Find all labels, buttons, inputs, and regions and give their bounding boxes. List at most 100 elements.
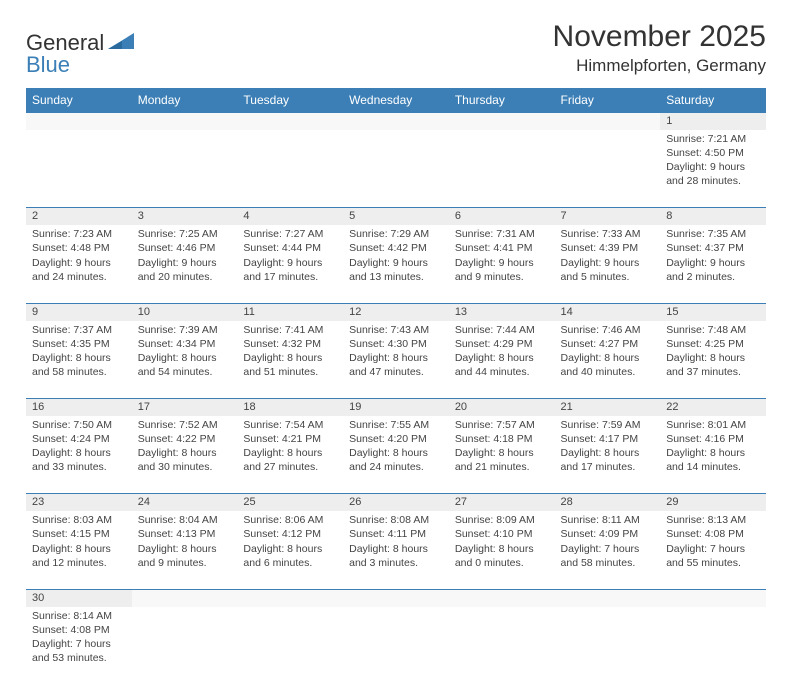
day-detail-cell: Sunrise: 8:09 AMSunset: 4:10 PMDaylight:… xyxy=(449,511,555,589)
sunrise-line: Sunrise: 7:33 AM xyxy=(561,227,655,241)
day-detail-cell xyxy=(343,130,449,208)
daylight-line: Daylight: 7 hours and 53 minutes. xyxy=(32,637,126,665)
day-number-cell: 8 xyxy=(660,208,766,225)
daylight-line: Daylight: 8 hours and 24 minutes. xyxy=(349,446,443,474)
day-number-row: 2345678 xyxy=(26,208,766,225)
sunset-line: Sunset: 4:22 PM xyxy=(138,432,232,446)
day-detail-cell xyxy=(449,607,555,685)
sunrise-line: Sunrise: 7:25 AM xyxy=(138,227,232,241)
daylight-line: Daylight: 8 hours and 47 minutes. xyxy=(349,351,443,379)
daylight-line: Daylight: 8 hours and 6 minutes. xyxy=(243,542,337,570)
day-detail-cell: Sunrise: 7:50 AMSunset: 4:24 PMDaylight:… xyxy=(26,416,132,494)
sunrise-line: Sunrise: 8:03 AM xyxy=(32,513,126,527)
header: General November 2025 Himmelpforten, Ger… xyxy=(26,20,766,76)
day-detail-cell: Sunrise: 7:54 AMSunset: 4:21 PMDaylight:… xyxy=(237,416,343,494)
sunset-line: Sunset: 4:12 PM xyxy=(243,527,337,541)
sunset-line: Sunset: 4:44 PM xyxy=(243,241,337,255)
daylight-line: Daylight: 8 hours and 33 minutes. xyxy=(32,446,126,474)
sunrise-line: Sunrise: 7:46 AM xyxy=(561,323,655,337)
daylight-line: Daylight: 8 hours and 21 minutes. xyxy=(455,446,549,474)
day-detail-cell xyxy=(132,130,238,208)
sunset-line: Sunset: 4:25 PM xyxy=(666,337,760,351)
day-detail-cell xyxy=(237,130,343,208)
sunset-line: Sunset: 4:08 PM xyxy=(32,623,126,637)
day-detail-cell: Sunrise: 7:25 AMSunset: 4:46 PMDaylight:… xyxy=(132,225,238,303)
day-detail-cell: Sunrise: 7:27 AMSunset: 4:44 PMDaylight:… xyxy=(237,225,343,303)
day-number-cell: 11 xyxy=(237,303,343,320)
sunrise-line: Sunrise: 8:06 AM xyxy=(243,513,337,527)
day-number-row: 16171819202122 xyxy=(26,399,766,416)
sunrise-line: Sunrise: 8:13 AM xyxy=(666,513,760,527)
weekday-header: Sunday xyxy=(26,88,132,113)
day-detail-cell: Sunrise: 7:57 AMSunset: 4:18 PMDaylight:… xyxy=(449,416,555,494)
day-detail-row: Sunrise: 7:23 AMSunset: 4:48 PMDaylight:… xyxy=(26,225,766,303)
day-detail-cell: Sunrise: 8:06 AMSunset: 4:12 PMDaylight:… xyxy=(237,511,343,589)
sunrise-line: Sunrise: 7:35 AM xyxy=(666,227,760,241)
daylight-line: Daylight: 7 hours and 58 minutes. xyxy=(561,542,655,570)
day-number-row: 30 xyxy=(26,589,766,606)
daylight-line: Daylight: 9 hours and 13 minutes. xyxy=(349,256,443,284)
daylight-line: Daylight: 8 hours and 0 minutes. xyxy=(455,542,549,570)
daylight-line: Daylight: 8 hours and 12 minutes. xyxy=(32,542,126,570)
day-detail-cell: Sunrise: 8:13 AMSunset: 4:08 PMDaylight:… xyxy=(660,511,766,589)
day-number-cell: 20 xyxy=(449,399,555,416)
day-number-cell: 12 xyxy=(343,303,449,320)
sunset-line: Sunset: 4:32 PM xyxy=(243,337,337,351)
day-detail-cell: Sunrise: 8:03 AMSunset: 4:15 PMDaylight:… xyxy=(26,511,132,589)
sunrise-line: Sunrise: 8:01 AM xyxy=(666,418,760,432)
daylight-line: Daylight: 9 hours and 20 minutes. xyxy=(138,256,232,284)
logo-text-blue: Blue xyxy=(26,52,70,78)
day-number-cell: 24 xyxy=(132,494,238,511)
day-detail-cell: Sunrise: 7:46 AMSunset: 4:27 PMDaylight:… xyxy=(555,321,661,399)
day-number-cell: 30 xyxy=(26,589,132,606)
daylight-line: Daylight: 9 hours and 17 minutes. xyxy=(243,256,337,284)
sunset-line: Sunset: 4:29 PM xyxy=(455,337,549,351)
daylight-line: Daylight: 8 hours and 44 minutes. xyxy=(455,351,549,379)
day-detail-row: Sunrise: 8:14 AMSunset: 4:08 PMDaylight:… xyxy=(26,607,766,685)
sunrise-line: Sunrise: 8:08 AM xyxy=(349,513,443,527)
day-number-row: 1 xyxy=(26,113,766,130)
daylight-line: Daylight: 8 hours and 14 minutes. xyxy=(666,446,760,474)
sunset-line: Sunset: 4:42 PM xyxy=(349,241,443,255)
daylight-line: Daylight: 8 hours and 3 minutes. xyxy=(349,542,443,570)
day-detail-cell: Sunrise: 7:29 AMSunset: 4:42 PMDaylight:… xyxy=(343,225,449,303)
day-detail-row: Sunrise: 7:21 AMSunset: 4:50 PMDaylight:… xyxy=(26,130,766,208)
sunrise-line: Sunrise: 8:11 AM xyxy=(561,513,655,527)
day-detail-cell xyxy=(132,607,238,685)
sunrise-line: Sunrise: 7:41 AM xyxy=(243,323,337,337)
page-title: November 2025 xyxy=(553,20,766,54)
day-detail-cell xyxy=(555,130,661,208)
day-number-cell: 2 xyxy=(26,208,132,225)
sunset-line: Sunset: 4:10 PM xyxy=(455,527,549,541)
day-detail-cell xyxy=(237,607,343,685)
day-detail-cell: Sunrise: 8:04 AMSunset: 4:13 PMDaylight:… xyxy=(132,511,238,589)
day-number-cell: 18 xyxy=(237,399,343,416)
daylight-line: Daylight: 8 hours and 30 minutes. xyxy=(138,446,232,474)
daylight-line: Daylight: 9 hours and 5 minutes. xyxy=(561,256,655,284)
sunset-line: Sunset: 4:37 PM xyxy=(666,241,760,255)
weekday-header: Tuesday xyxy=(237,88,343,113)
sunset-line: Sunset: 4:39 PM xyxy=(561,241,655,255)
day-detail-cell: Sunrise: 8:11 AMSunset: 4:09 PMDaylight:… xyxy=(555,511,661,589)
daylight-line: Daylight: 9 hours and 28 minutes. xyxy=(666,160,760,188)
calendar-table: Sunday Monday Tuesday Wednesday Thursday… xyxy=(26,88,766,685)
sunset-line: Sunset: 4:50 PM xyxy=(666,146,760,160)
sunset-line: Sunset: 4:48 PM xyxy=(32,241,126,255)
day-detail-cell: Sunrise: 7:35 AMSunset: 4:37 PMDaylight:… xyxy=(660,225,766,303)
day-number-cell xyxy=(449,113,555,130)
sunrise-line: Sunrise: 8:14 AM xyxy=(32,609,126,623)
day-detail-cell xyxy=(660,607,766,685)
sunrise-line: Sunrise: 8:09 AM xyxy=(455,513,549,527)
sunrise-line: Sunrise: 7:21 AM xyxy=(666,132,760,146)
day-detail-cell: Sunrise: 7:59 AMSunset: 4:17 PMDaylight:… xyxy=(555,416,661,494)
daylight-line: Daylight: 8 hours and 17 minutes. xyxy=(561,446,655,474)
sunset-line: Sunset: 4:30 PM xyxy=(349,337,443,351)
day-number-cell: 21 xyxy=(555,399,661,416)
day-number-cell: 1 xyxy=(660,113,766,130)
sunset-line: Sunset: 4:20 PM xyxy=(349,432,443,446)
day-number-cell: 23 xyxy=(26,494,132,511)
sunrise-line: Sunrise: 7:48 AM xyxy=(666,323,760,337)
daylight-line: Daylight: 8 hours and 58 minutes. xyxy=(32,351,126,379)
day-number-cell: 6 xyxy=(449,208,555,225)
day-detail-cell: Sunrise: 7:44 AMSunset: 4:29 PMDaylight:… xyxy=(449,321,555,399)
